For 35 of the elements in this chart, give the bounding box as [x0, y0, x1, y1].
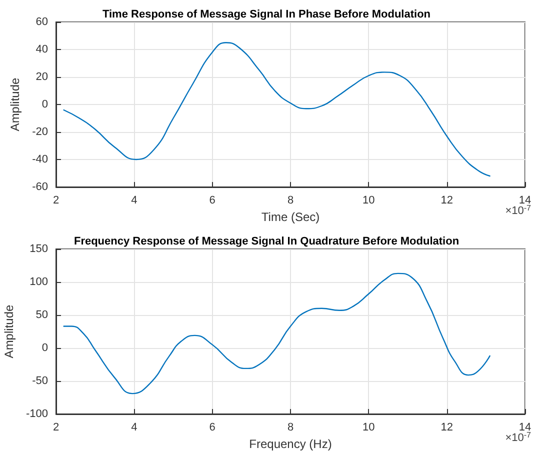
x-tick-label: 14: [518, 194, 532, 206]
y-axis-title: Amplitude: [2, 304, 16, 358]
y-tick-label: 150: [30, 243, 48, 255]
x-tick-label: 12: [440, 194, 453, 206]
x-tick-label: 10: [362, 422, 375, 434]
x-axis-title: Time (Sec): [261, 210, 320, 224]
line-series: [63, 272, 490, 394]
x-tick-label: 2: [52, 422, 60, 434]
chart-title: Frequency Response of Message Signal In Quadrature Before Modulation: [74, 236, 460, 248]
y-tick-label: -20: [32, 126, 48, 138]
y-tick-label: -40: [32, 154, 48, 166]
y-tick-label: -60: [32, 181, 48, 193]
y-tick-label: 0: [42, 342, 48, 354]
y-tick-label: 50: [36, 309, 48, 321]
y-tick-label: 20: [36, 71, 48, 83]
y-tick-label: 40: [36, 44, 48, 56]
y-axis-title: Amplitude: [8, 78, 22, 132]
x-tick-label: 6: [209, 422, 216, 434]
chart-title: Time Response of Message Signal In Phase Before Modulation: [102, 8, 431, 20]
x-tick-label: 6: [209, 194, 216, 206]
x-tick-label: 10: [362, 194, 375, 206]
x-tick-label: 14: [518, 422, 532, 434]
x-tick-label: 8: [287, 194, 294, 206]
x-tick-label: 4: [131, 422, 138, 434]
x-tick-label: 4: [131, 194, 138, 206]
y-tick-label: 0: [42, 98, 48, 110]
x-tick-label: 2: [52, 194, 60, 206]
y-tick-label: -100: [26, 408, 48, 420]
x-tick-label: 12: [440, 422, 453, 434]
line-series: [63, 42, 490, 177]
x-tick-label: 8: [287, 422, 294, 434]
y-tick-label: -50: [32, 375, 48, 387]
y-tick-label: 100: [30, 276, 48, 288]
x-axis-title: Frequency (Hz): [249, 436, 332, 451]
y-tick-label: 60: [36, 16, 48, 28]
